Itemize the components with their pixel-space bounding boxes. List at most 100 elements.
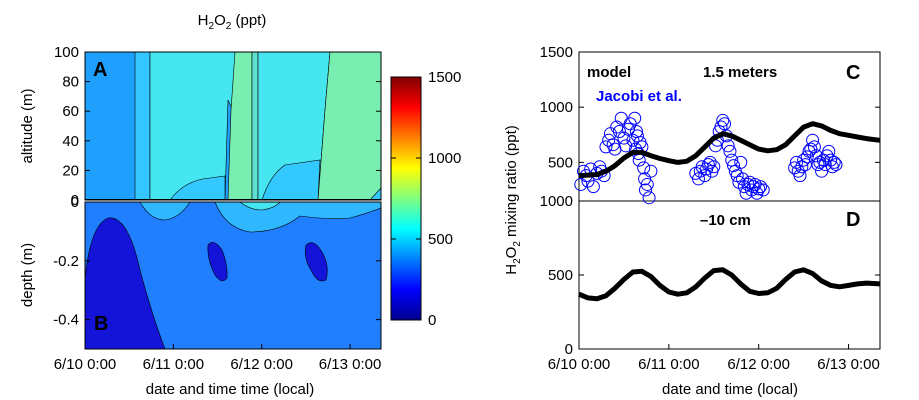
panel-b-ytick-label: 0 (71, 194, 79, 211)
panel-c-observation-marker (723, 144, 737, 158)
panel-a-title: H2O2 (ppt) (198, 12, 267, 32)
panel-b-xtick-label: 6/11 0:00 (143, 356, 204, 373)
panel-b-blob-1 (207, 242, 228, 282)
panel-a-region-3 (227, 52, 253, 200)
panel-c-observation-marker (806, 133, 820, 147)
panel-c-observation-marker (793, 169, 807, 183)
panel-d-ytick-label: 500 (548, 267, 573, 284)
panel-c-legend-model: model (587, 64, 631, 81)
panel-c-observation-marker (608, 142, 622, 156)
panel-c-observation-marker (638, 183, 652, 197)
panel-c-ytick-label: 1000 (540, 99, 573, 116)
panel-d-xtick-label: 6/10 0:00 (548, 356, 611, 373)
colorbar-tick-label: 1500 (428, 69, 461, 86)
panel-b-ytick-label: -0.4 (53, 312, 79, 329)
panel-c-observation-marker (727, 159, 741, 173)
panel-d-ylabel: H2O2 mixing ratio (ppt) (503, 125, 523, 275)
panel-d-letter: D (846, 209, 860, 231)
panel-c-observation-marker (829, 158, 843, 172)
panel-b-shallow-band-3 (239, 202, 281, 211)
panel-c-observation-marker (628, 111, 642, 125)
panel-c-observation-marker (798, 158, 812, 172)
panel-c-observation-marker (807, 140, 821, 154)
panel-c-observation-marker (822, 144, 836, 158)
panel-c-letter: C (846, 62, 860, 84)
panel-a-ylabel: altitude (m) (19, 88, 36, 163)
panel-c-observation-marker (630, 129, 644, 143)
colorbar-tick-label: 0 (428, 312, 436, 329)
panel-a-region-9 (369, 187, 381, 200)
panel-a-region-6 (317, 52, 381, 200)
panel-d-xlabel: date and time (local) (662, 381, 798, 398)
panel-b-frame (84, 201, 382, 350)
panel-c-observation-marker (637, 161, 651, 175)
panel-a-region-1 (134, 52, 151, 200)
panel-a-region-8 (261, 159, 321, 200)
panel-b-xtick-label: 6/12 0:00 (230, 356, 293, 373)
panel-c-observation-marker (732, 175, 746, 189)
panel-d-ytick-label: 1000 (540, 193, 573, 210)
panel-c-observation-marker (743, 175, 757, 189)
panel-c-observation-marker (721, 139, 735, 153)
panel-a-frame (84, 51, 382, 201)
colorbar (390, 76, 422, 321)
panel-a-ytick-label: 100 (54, 44, 79, 61)
panel-c-observation-marker (800, 150, 814, 164)
panel-a-ytick-label: 0 (71, 192, 79, 209)
panel-c-observation-marker (716, 113, 730, 127)
panel-c-ytick-label: 500 (548, 154, 573, 171)
panel-a-ytick-label: 40 (62, 133, 79, 150)
panel-a-ytick-label: 80 (62, 74, 79, 91)
panel-c-observation-marker (621, 122, 635, 136)
panel-c-ytick-label: 1500 (540, 44, 573, 61)
panel-d-xtick-label: 6/13 0:00 (817, 356, 880, 373)
panel-c-observation-marker (746, 180, 760, 194)
panel-a (85, 52, 381, 200)
colorbar-tick-label: 1000 (428, 150, 461, 167)
panel-c-observation-marker (574, 177, 588, 191)
panel-d-ytick-label: 0 (565, 341, 573, 358)
panel-b-blob-2 (304, 242, 328, 282)
panel-c-observation-marker (642, 191, 656, 205)
panel-a-letter: A (93, 59, 107, 81)
panel-c-observation-marker (701, 158, 715, 172)
panel-c-observation-marker (692, 172, 706, 186)
panel-c-observation-marker (809, 149, 823, 163)
panel-c-observation-marker (827, 155, 841, 169)
panel-d-xtick-label: 6/12 0:00 (727, 356, 790, 373)
panel-c-observation-marker (602, 133, 616, 147)
panel-b-xlabel: date and time time (local) (146, 381, 314, 398)
panel-a-region-7 (169, 175, 226, 200)
panel-c-observation-marker (640, 177, 654, 191)
panel-b-ytick-label: -0.2 (53, 253, 79, 270)
panel-b-letter: B (94, 313, 108, 335)
panel-c-observation-marker (753, 180, 767, 194)
panel-c-observation-marker (599, 140, 613, 154)
panel-c-observation-marker (804, 142, 818, 156)
panel-c-observation-marker (703, 155, 717, 169)
panel-d-xtick-label: 6/11 0:00 (638, 356, 699, 373)
panel-c-observation-marker (752, 182, 766, 196)
panel-b-ylabel: depth (m) (19, 243, 36, 307)
panel-c-observation-marker (603, 127, 617, 141)
panel-b-xtick-label: 6/13 0:00 (319, 356, 382, 373)
panel-b-deep-region (85, 217, 166, 349)
panel-a-ytick-label: 60 (62, 103, 79, 120)
panel-c-observation-marker (756, 183, 770, 197)
panel-c-legend-jacobi: Jacobi et al. (596, 88, 682, 105)
panel-c-observation-marker (795, 160, 809, 174)
panel-a-region-4 (251, 52, 259, 200)
panel-b-xtick-label: 6/10 0:00 (54, 356, 117, 373)
panel-c-observation-marker (644, 164, 658, 178)
panel-c-observation-marker (813, 155, 827, 169)
panel-c-observation-marker (586, 180, 600, 194)
colorbar-tick-label: 500 (428, 231, 453, 248)
panel-c-model-line (578, 121, 881, 179)
panel-c-observation-marker (815, 164, 829, 178)
panel-a-region-2 (149, 52, 236, 200)
panel-b (85, 202, 381, 349)
panel-d-line (578, 267, 881, 302)
panel-d-annotation: –10 cm (700, 212, 751, 229)
